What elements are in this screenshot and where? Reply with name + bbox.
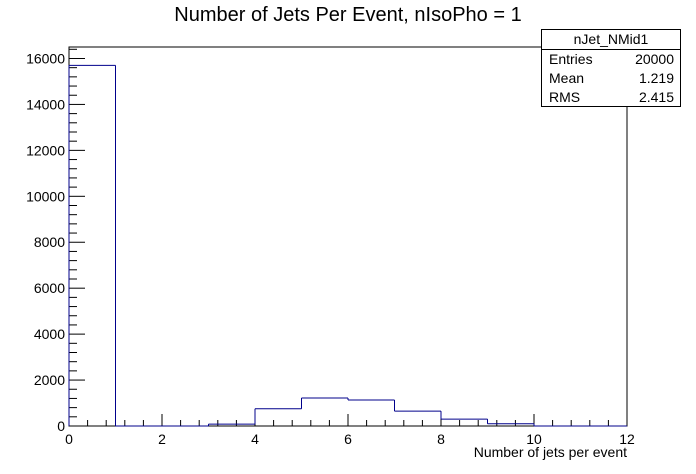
x-tick-label: 10 <box>526 431 542 447</box>
x-tick-label: 2 <box>158 431 166 447</box>
stats-rms-label: RMS <box>549 89 581 105</box>
stats-mean-value: 1.219 <box>638 70 674 86</box>
stats-entries-value: 20000 <box>635 51 674 67</box>
stats-rms-value: 2.415 <box>638 89 674 105</box>
x-tick-label: 8 <box>437 431 445 447</box>
x-tick-label: 4 <box>251 431 259 447</box>
x-tick-label: 12 <box>619 431 635 447</box>
x-tick-label: 0 <box>65 431 73 447</box>
stats-entries-label: Entries <box>549 51 593 67</box>
y-tick-label: 12000 <box>26 142 65 158</box>
stats-row-entries: Entries 20000 <box>542 50 680 69</box>
chart-title: Number of Jets Per Event, nIsoPho = 1 <box>174 4 522 26</box>
stats-row-rms: RMS 2.415 <box>542 88 680 107</box>
y-tick-label: 0 <box>57 418 65 434</box>
stats-box: nJet_NMid1 Entries 20000 Mean 1.219 RMS … <box>541 29 681 107</box>
y-tick-label: 10000 <box>26 188 65 204</box>
y-tick-label: 2000 <box>34 372 65 388</box>
stats-mean-label: Mean <box>549 70 585 86</box>
x-tick-label: 6 <box>344 431 352 447</box>
y-tick-label: 14000 <box>26 96 65 112</box>
stats-box-title: nJet_NMid1 <box>542 30 680 50</box>
y-tick-label: 16000 <box>26 50 65 66</box>
stats-row-mean: Mean 1.219 <box>542 69 680 88</box>
y-tick-label: 6000 <box>34 280 65 296</box>
y-tick-label: 8000 <box>34 234 65 250</box>
x-axis-label: Number of jets per event <box>474 444 627 460</box>
y-tick-label: 4000 <box>34 326 65 342</box>
